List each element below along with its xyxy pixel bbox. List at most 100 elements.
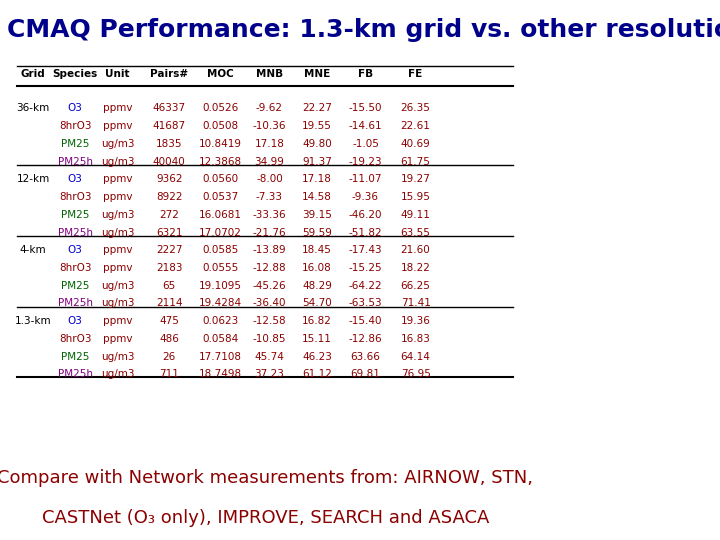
Text: 59.59: 59.59	[302, 227, 332, 238]
Text: 54.70: 54.70	[302, 299, 332, 308]
Text: 46337: 46337	[153, 104, 186, 113]
Text: -10.85: -10.85	[253, 334, 286, 344]
Text: 21.60: 21.60	[401, 245, 431, 255]
Text: ppmv: ppmv	[103, 263, 132, 273]
Text: 4-km: 4-km	[19, 245, 46, 255]
Text: -11.07: -11.07	[348, 174, 382, 184]
Text: -51.82: -51.82	[348, 227, 382, 238]
Text: ug/m3: ug/m3	[101, 281, 134, 291]
Text: 8hrO3: 8hrO3	[59, 263, 91, 273]
Text: 475: 475	[159, 316, 179, 326]
Text: O3: O3	[68, 316, 83, 326]
Text: 0.0623: 0.0623	[202, 316, 238, 326]
Text: PM25h: PM25h	[58, 369, 93, 380]
Text: -12.58: -12.58	[253, 316, 287, 326]
Text: PM25: PM25	[61, 352, 89, 362]
Text: PM25: PM25	[61, 210, 89, 220]
Text: PM25: PM25	[61, 281, 89, 291]
Text: PM25h: PM25h	[58, 227, 93, 238]
Text: -21.76: -21.76	[253, 227, 287, 238]
Text: 486: 486	[159, 334, 179, 344]
Text: 61.12: 61.12	[302, 369, 332, 380]
Text: MNB: MNB	[256, 69, 283, 78]
Text: 6321: 6321	[156, 227, 182, 238]
Text: ug/m3: ug/m3	[101, 352, 134, 362]
Text: ppmv: ppmv	[103, 316, 132, 326]
Text: ug/m3: ug/m3	[101, 299, 134, 308]
Text: Pairs#: Pairs#	[150, 69, 188, 78]
Text: 0.0508: 0.0508	[202, 121, 238, 131]
Text: 17.7108: 17.7108	[199, 352, 242, 362]
Text: -7.33: -7.33	[256, 192, 283, 202]
Text: 16.08: 16.08	[302, 263, 332, 273]
Text: 0.0584: 0.0584	[202, 334, 238, 344]
Text: 91.37: 91.37	[302, 157, 332, 167]
Text: 10.8419: 10.8419	[199, 139, 242, 149]
Text: 17.0702: 17.0702	[199, 227, 242, 238]
Text: 69.81: 69.81	[351, 369, 380, 380]
Text: 40040: 40040	[153, 157, 186, 167]
Text: -15.40: -15.40	[348, 316, 382, 326]
Text: 17.18: 17.18	[254, 139, 284, 149]
Text: 63.55: 63.55	[400, 227, 431, 238]
Text: Species: Species	[53, 69, 98, 78]
Text: 49.80: 49.80	[302, 139, 332, 149]
Text: ppmv: ppmv	[103, 121, 132, 131]
Text: -19.23: -19.23	[348, 157, 382, 167]
Text: 1835: 1835	[156, 139, 182, 149]
Text: 14.58: 14.58	[302, 192, 332, 202]
Text: 19.27: 19.27	[400, 174, 431, 184]
Text: Grid: Grid	[21, 69, 45, 78]
Text: 0.0585: 0.0585	[202, 245, 238, 255]
Text: MOC: MOC	[207, 69, 234, 78]
Text: 18.45: 18.45	[302, 245, 332, 255]
Text: PM25: PM25	[61, 139, 89, 149]
Text: 22.61: 22.61	[400, 121, 431, 131]
Text: ug/m3: ug/m3	[101, 227, 134, 238]
Text: CASTNet (O₃ only), IMPROVE, SEARCH and ASACA: CASTNet (O₃ only), IMPROVE, SEARCH and A…	[42, 509, 489, 527]
Text: -13.89: -13.89	[253, 245, 287, 255]
Text: O3: O3	[68, 245, 83, 255]
Text: -15.50: -15.50	[348, 104, 382, 113]
Text: ug/m3: ug/m3	[101, 369, 134, 380]
Text: -63.53: -63.53	[348, 299, 382, 308]
Text: ug/m3: ug/m3	[101, 210, 134, 220]
Text: 9362: 9362	[156, 174, 182, 184]
Text: Compare with Network measurements from: AIRNOW, STN,: Compare with Network measurements from: …	[0, 469, 534, 487]
Text: -33.36: -33.36	[253, 210, 287, 220]
Text: 49.11: 49.11	[400, 210, 431, 220]
Text: -45.26: -45.26	[253, 281, 287, 291]
Text: -12.88: -12.88	[253, 263, 287, 273]
Text: 0.0537: 0.0537	[202, 192, 238, 202]
Text: -17.43: -17.43	[348, 245, 382, 255]
Text: 1.3-km: 1.3-km	[14, 316, 51, 326]
Text: 8hrO3: 8hrO3	[59, 334, 91, 344]
Text: 16.82: 16.82	[302, 316, 332, 326]
Text: -1.05: -1.05	[352, 139, 379, 149]
Text: 61.75: 61.75	[400, 157, 431, 167]
Text: 48.29: 48.29	[302, 281, 332, 291]
Text: 26.35: 26.35	[400, 104, 431, 113]
Text: PM25h: PM25h	[58, 299, 93, 308]
Text: 18.7498: 18.7498	[199, 369, 242, 380]
Text: -8.00: -8.00	[256, 174, 283, 184]
Text: 19.36: 19.36	[400, 316, 431, 326]
Text: 15.11: 15.11	[302, 334, 332, 344]
Text: 16.83: 16.83	[400, 334, 431, 344]
Text: 40.69: 40.69	[401, 139, 431, 149]
Text: PM25h: PM25h	[58, 157, 93, 167]
Text: -15.25: -15.25	[348, 263, 382, 273]
Text: 272: 272	[159, 210, 179, 220]
Text: -10.36: -10.36	[253, 121, 286, 131]
Text: -14.61: -14.61	[348, 121, 382, 131]
Text: 37.23: 37.23	[254, 369, 284, 380]
Text: Unit: Unit	[105, 69, 130, 78]
Text: -46.20: -46.20	[348, 210, 382, 220]
Text: 22.27: 22.27	[302, 104, 332, 113]
Text: 36-km: 36-km	[17, 104, 50, 113]
Text: 12-km: 12-km	[17, 174, 50, 184]
Text: -9.62: -9.62	[256, 104, 283, 113]
Text: 64.14: 64.14	[400, 352, 431, 362]
Text: 26: 26	[163, 352, 176, 362]
Text: 19.4284: 19.4284	[199, 299, 242, 308]
